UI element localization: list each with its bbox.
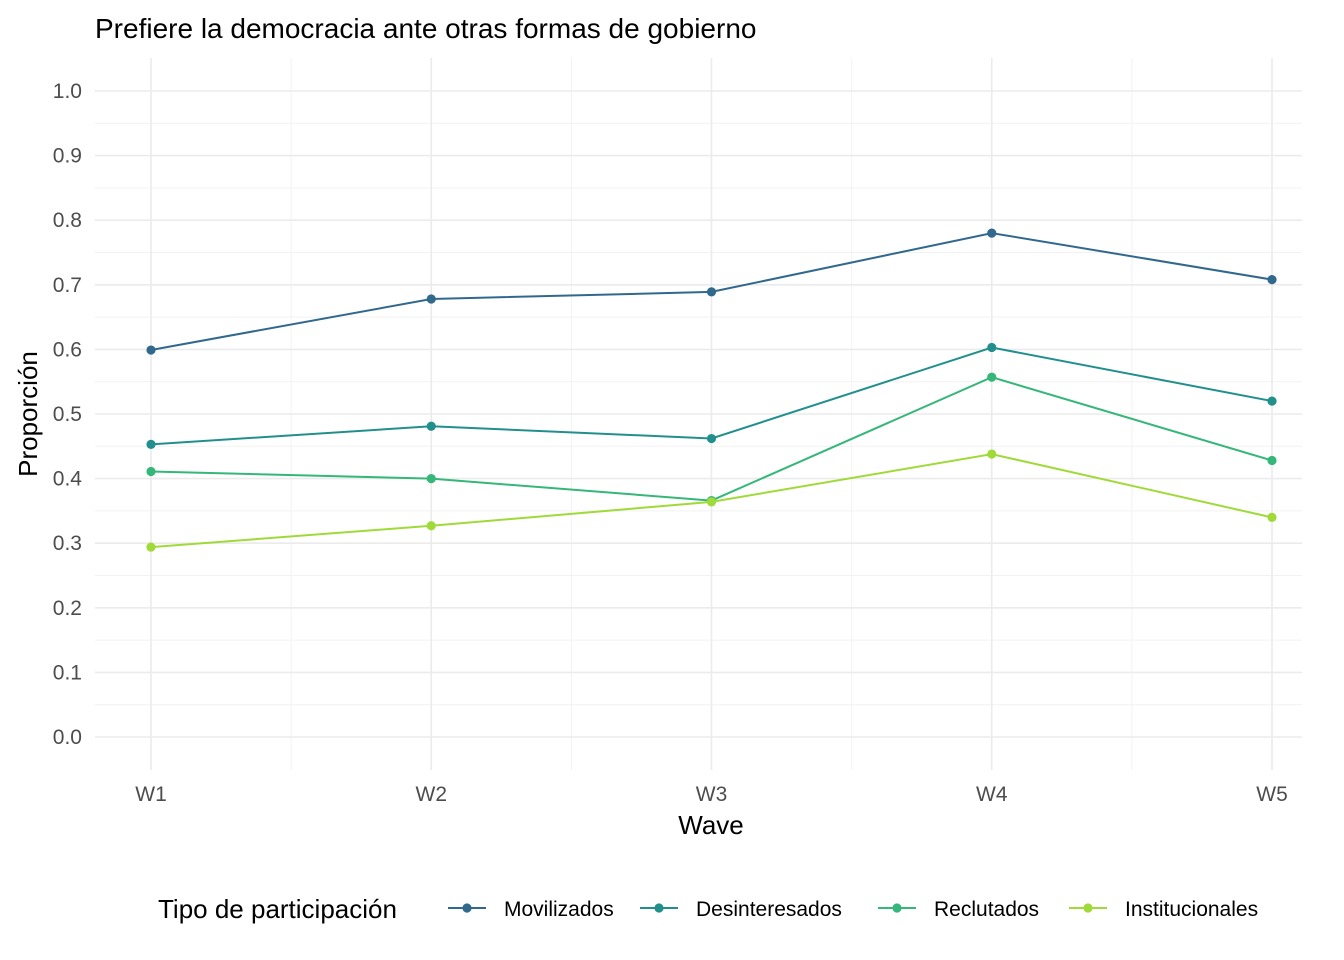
x-tick-label: W1: [135, 783, 167, 806]
legend: Tipo de participación Movilizados Desinte…: [158, 894, 1258, 924]
legend-label-institucionales: Institucionales: [1125, 898, 1258, 921]
y-tick-label: 0.7: [53, 274, 82, 297]
chart-title: Prefiere la democracia ante otras formas…: [95, 13, 756, 44]
legend-key-point-movilizados: [462, 903, 472, 913]
y-tick-label: 0.5: [53, 403, 82, 426]
legend-title: Tipo de participación: [158, 894, 397, 924]
data-point-institucionales: [1267, 512, 1277, 522]
legend-key-point-desinteresados: [654, 903, 664, 913]
data-point-movilizados: [1267, 275, 1277, 285]
legend-label-desinteresados: Desinteresados: [696, 898, 842, 921]
y-tick-label: 0.2: [53, 597, 82, 620]
data-point-movilizados: [706, 287, 717, 297]
data-point-reclutados: [426, 474, 436, 484]
x-axis-title: Wave: [678, 810, 744, 840]
data-point-institucionales: [426, 521, 436, 531]
data-point-movilizados: [146, 345, 156, 355]
legend-label-reclutados: Reclutados: [934, 898, 1039, 921]
data-point-reclutados: [987, 372, 997, 382]
data-point-institucionales: [706, 497, 717, 507]
grid: [95, 58, 1302, 770]
x-tick-label: W5: [1256, 783, 1288, 806]
series-lines: [146, 228, 1277, 552]
data-point-desinteresados: [987, 342, 997, 353]
y-tick-label: 0.8: [53, 209, 82, 232]
legend-key-point-institucionales: [1083, 903, 1093, 913]
x-tick-label: W2: [416, 783, 448, 806]
data-point-desinteresados: [1267, 396, 1277, 406]
x-tick-label: W4: [976, 783, 1008, 806]
data-point-movilizados: [426, 294, 436, 304]
data-point-desinteresados: [146, 439, 156, 449]
data-point-institucionales: [146, 542, 156, 552]
y-axis-title: Proporción: [13, 351, 43, 477]
x-tick-label: W3: [696, 783, 728, 806]
y-tick-label: 0.4: [53, 468, 83, 491]
y-tick-label: 0.9: [53, 145, 82, 168]
y-tick-label: 0.0: [53, 726, 82, 749]
data-point-desinteresados: [706, 433, 717, 444]
x-axis-ticks: W1 W2 W3 W4 W5: [135, 783, 1288, 806]
data-point-institucionales: [987, 449, 997, 459]
y-tick-label: 0.3: [53, 532, 82, 555]
data-point-desinteresados: [426, 421, 436, 431]
legend-key-point-reclutados: [892, 903, 902, 913]
y-tick-label: 0.1: [53, 661, 82, 684]
data-point-reclutados: [146, 466, 156, 477]
y-axis-ticks: 0.0 0.1 0.2 0.3 0.4 0.5 0.6 0.7 0.8 0.9 1.0: [53, 80, 83, 749]
legend-label-movilizados: Movilizados: [504, 898, 614, 921]
data-point-movilizados: [987, 228, 997, 238]
data-point-reclutados: [1267, 455, 1277, 466]
y-tick-label: 1.0: [53, 80, 82, 103]
y-tick-label: 0.6: [53, 338, 82, 361]
